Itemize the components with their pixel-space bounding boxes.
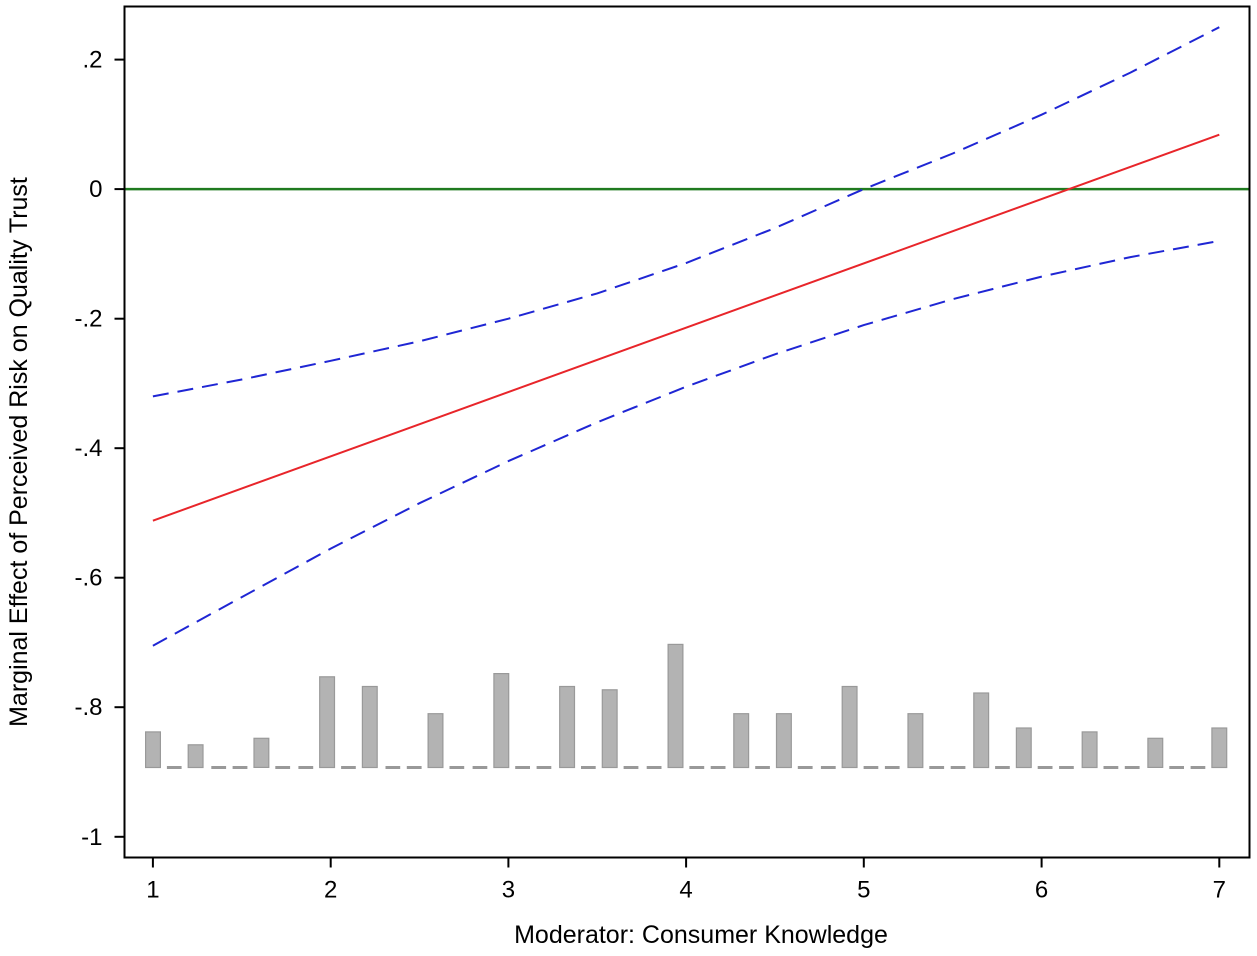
y-axis-title: Marginal Effect of Perceived Risk on Qua… <box>5 177 33 727</box>
x-tick-label: 6 <box>1035 877 1048 904</box>
histogram-bar-17 <box>1081 731 1098 769</box>
histogram-bar-12 <box>775 713 792 769</box>
y-axis: .2 0 -.2 -.4 -.6 -.8 -1 <box>74 47 125 851</box>
plot-frame <box>123 5 1251 859</box>
histogram-bar-5 <box>361 685 378 769</box>
histogram-bar-6 <box>427 713 444 769</box>
marginal-effect-line <box>152 133 1220 522</box>
y-tick-label: -.6 <box>74 565 102 592</box>
series-layer <box>152 26 1220 647</box>
x-tick-label: 3 <box>502 877 515 904</box>
histogram-bar-18 <box>1147 737 1164 768</box>
x-tick-label: 5 <box>857 877 870 904</box>
y-tick-label: 0 <box>89 176 102 203</box>
histogram-bar-13 <box>841 685 858 769</box>
histogram-bar-3 <box>253 737 270 768</box>
histogram-bar-4 <box>319 676 336 769</box>
histogram-bar-14 <box>907 713 924 769</box>
x-tick-label: 2 <box>324 877 337 904</box>
lower-confidence-bound-line <box>152 239 1220 647</box>
y-tick-label: -.4 <box>74 435 102 462</box>
x-tick-label: 7 <box>1213 877 1226 904</box>
histogram <box>145 643 1228 769</box>
y-tick-label: -.2 <box>74 306 102 333</box>
histogram-bar-7 <box>493 672 510 769</box>
y-tick-label: -1 <box>81 824 102 851</box>
histogram-bar-2 <box>187 744 204 769</box>
x-axis: 1 2 3 4 5 6 7 <box>146 857 1226 904</box>
y-tick-label: -.8 <box>74 694 102 721</box>
histogram-bar-8 <box>559 685 576 769</box>
x-tick-label: 4 <box>679 877 692 904</box>
histogram-bar-10 <box>667 643 684 769</box>
y-tick-label: .2 <box>82 47 102 74</box>
histogram-bar-9 <box>601 689 618 769</box>
histogram-bar-19 <box>1211 727 1228 769</box>
histogram-bar-11 <box>733 713 750 769</box>
histogram-bar-15 <box>973 692 990 769</box>
x-tick-label: 1 <box>146 877 159 904</box>
upper-confidence-bound-line <box>152 26 1220 398</box>
histogram-bar-1 <box>145 731 162 769</box>
histogram-bar-16 <box>1015 727 1032 769</box>
x-axis-title: Moderator: Consumer Knowledge <box>514 921 888 949</box>
